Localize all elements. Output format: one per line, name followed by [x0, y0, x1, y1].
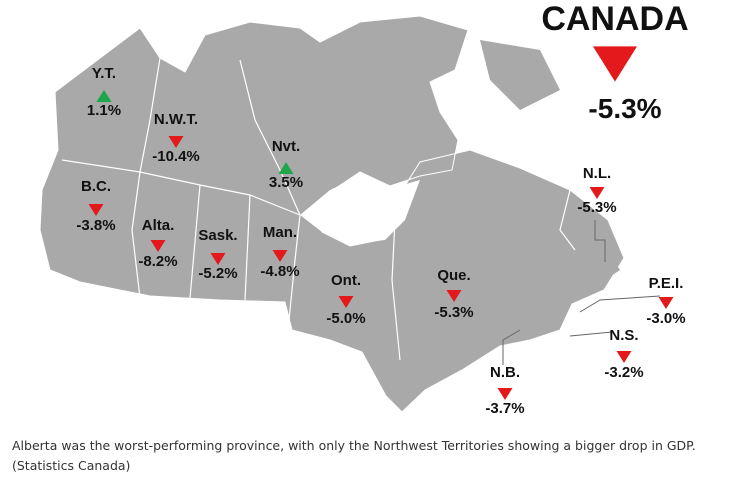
region-change: 3.5% [269, 174, 303, 191]
region-change: -5.3% [577, 199, 616, 216]
region-name: Y.T. [92, 65, 116, 82]
change-arrow [272, 250, 288, 262]
region-name: N.S. [609, 327, 638, 344]
caption: Alberta was the worst-performing provinc… [12, 436, 752, 476]
region-name: Ont. [331, 272, 361, 289]
caption-line: Alberta was the worst-performing provinc… [12, 438, 696, 453]
change-arrow [150, 240, 166, 252]
change-arrow [88, 204, 104, 216]
region-name: Nvt. [272, 138, 300, 155]
change-arrow [168, 136, 184, 148]
region-change: 1.1% [87, 102, 121, 119]
change-arrow [210, 253, 226, 265]
change-arrow [278, 162, 294, 174]
region-change: -5.0% [326, 310, 365, 327]
borders [61, 57, 576, 361]
island [330, 60, 400, 110]
yt-border [139, 57, 161, 173]
leader-line [594, 220, 606, 262]
change-arrow [616, 351, 632, 363]
region-change: -3.7% [485, 400, 524, 417]
region-name: B.C. [81, 178, 111, 195]
national-name: CANADA [541, 0, 688, 38]
qc-nl-border [559, 189, 576, 251]
change-arrow [658, 297, 674, 309]
region-change: -5.2% [198, 265, 237, 282]
region-change: -10.4% [152, 148, 200, 165]
region-change: -3.2% [604, 364, 643, 381]
on-qc-border [391, 199, 401, 361]
mb-on-border [287, 214, 301, 331]
landmass [39, 15, 625, 413]
island [480, 40, 560, 110]
leader-line [569, 331, 613, 337]
change-arrow [497, 388, 513, 400]
leader-lines [502, 220, 661, 365]
map: CANADA -5.3% Y.T. 1.1% N.W.T. -10.4% Nvt. 3.5… [39, 0, 689, 417]
change-arrow [338, 296, 354, 308]
nwt-nvt-border [239, 59, 301, 216]
region-change: -8.2% [138, 253, 177, 270]
region-change: -5.3% [434, 304, 473, 321]
change-arrow [589, 187, 605, 199]
region-name: Man. [263, 224, 297, 241]
national-value: -5.3% [588, 93, 661, 124]
region-name: P.E.I. [649, 275, 684, 292]
leader-line [502, 329, 521, 365]
region-change: -3.8% [76, 217, 115, 234]
region-name: Que. [437, 267, 470, 284]
bc-ab-border [131, 171, 141, 299]
region-name: N.L. [583, 165, 611, 182]
region-name: Sask. [198, 227, 237, 244]
leader-line [579, 295, 661, 313]
region-name: Alta. [142, 217, 175, 234]
region-name: N.B. [490, 364, 520, 381]
region-change: -4.8% [260, 263, 299, 280]
caption-line: (Statistics Canada) [12, 458, 131, 473]
region-change: -3.0% [646, 310, 685, 327]
ab-sk-border [189, 184, 201, 299]
island [550, 240, 620, 290]
hudson-bay [300, 175, 420, 244]
region-name: N.W.T. [154, 111, 198, 128]
canada-shape [39, 15, 625, 413]
change-arrow [446, 290, 462, 302]
sk-mb-border [244, 194, 251, 301]
national-arrow [593, 46, 637, 82]
change-arrow [96, 90, 112, 102]
